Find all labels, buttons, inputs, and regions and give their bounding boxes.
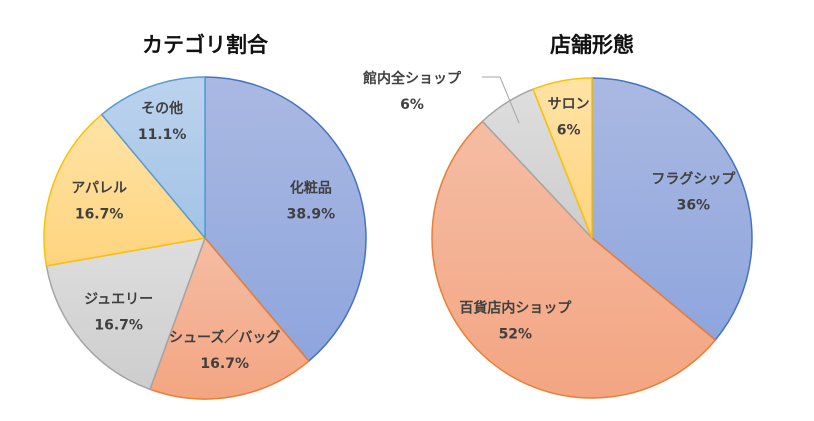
- pie-chart-store-type: 店舗形態 フラグシップ 36% 百貨店内ショップ 52% 館内全ショップ 6% サロン 6%: [362, 33, 753, 399]
- pie-slice: [204, 76, 367, 363]
- slice-value-label: 36%: [677, 197, 711, 213]
- slice-category-label: 百貨店内ショップ: [459, 300, 572, 317]
- pie-slice: [100, 76, 206, 241]
- slice-category-label: ジュエリー: [84, 291, 153, 307]
- slice-value-label: 11.1%: [138, 127, 187, 143]
- pie-chart-category: カテゴリ割合 化粧品 38.9% シューズ／バッグ 16.7% ジュエリー 16.7% アパ…: [43, 33, 367, 400]
- slice-labels: フラグシップ 36% 百貨店内ショップ 52% 館内全ショップ 6% サロン 6%: [362, 70, 736, 343]
- slice-category-label: アパレル: [71, 180, 127, 196]
- slice-value-label: 52%: [499, 327, 533, 343]
- pie-slice: [43, 113, 207, 267]
- slice-value-label: 6%: [557, 122, 581, 138]
- pie-slice: [431, 120, 717, 399]
- slice-value-label: 38.9%: [287, 206, 336, 222]
- pie-slice: [45, 237, 207, 391]
- leader-line: [482, 76, 520, 124]
- slice-value-label: 16.7%: [94, 317, 143, 333]
- slice-category-label: その他: [141, 100, 183, 117]
- slice-labels: 化粧品 38.9% シューズ／バッグ 16.7% ジュエリー 16.7% アパレル 16.7%…: [71, 100, 335, 372]
- chart-title-store-type: 店舗形態: [550, 33, 634, 57]
- slice-category-label: フラグシップ: [651, 170, 736, 187]
- slice-category-label: サロン: [548, 96, 590, 112]
- slice-category-label: シューズ／バッグ: [169, 329, 280, 346]
- slice-category-label: 館内全ショップ: [362, 70, 462, 87]
- pie-slice: [149, 236, 310, 400]
- slice-category-label: 化粧品: [290, 179, 332, 196]
- slice-value-label: 16.7%: [75, 206, 124, 222]
- pie-slice: [591, 77, 753, 342]
- pie-slice: [532, 77, 593, 239]
- slice-value-label: 16.7%: [200, 356, 249, 372]
- slice-value-label: 6%: [400, 97, 424, 113]
- chart-title-category: カテゴリ割合: [142, 33, 269, 57]
